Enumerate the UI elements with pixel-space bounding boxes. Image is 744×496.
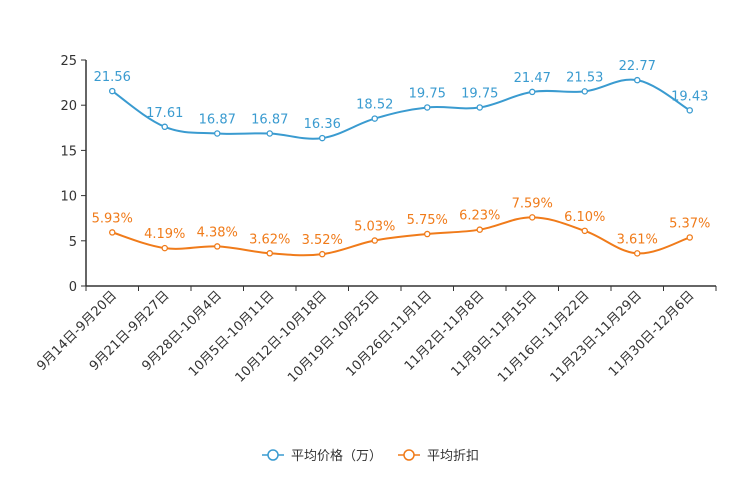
data-point[interactable]	[476, 226, 483, 233]
legend-label: 平均折扣	[427, 449, 479, 464]
data-label: 21.47	[514, 71, 551, 86]
data-point[interactable]	[686, 107, 694, 114]
data-label: 5.37%	[669, 216, 710, 231]
data-point[interactable]	[423, 230, 431, 238]
data-label: 6.23%	[459, 209, 500, 224]
data-label: 3.62%	[249, 232, 290, 247]
data-label: 4.38%	[197, 225, 238, 240]
data-point[interactable]	[109, 229, 116, 236]
data-label: 4.19%	[144, 227, 185, 242]
data-point[interactable]	[476, 104, 483, 111]
y-tick-label: 15	[60, 144, 77, 159]
x-tick-label: 10月19日-10月25日	[285, 288, 382, 385]
data-point[interactable]	[634, 76, 641, 84]
data-label: 5.75%	[407, 213, 448, 228]
data-label: 6.10%	[564, 210, 605, 225]
data-point[interactable]	[266, 250, 273, 257]
data-label: 5.03%	[354, 220, 395, 235]
data-point[interactable]	[371, 237, 378, 244]
x-tick-label: 11月23日-11月29日	[548, 288, 645, 385]
data-label: 5.93%	[92, 211, 133, 226]
y-tick-label: 0	[69, 280, 77, 295]
data-label: 3.52%	[302, 233, 343, 248]
data-label: 22.77	[619, 59, 656, 74]
data-label: 19.75	[409, 86, 446, 101]
data-point[interactable]	[423, 104, 431, 111]
legend-label: 平均价格（万）	[291, 448, 382, 464]
legend-circle-icon	[267, 449, 279, 461]
data-label: 21.56	[94, 70, 131, 85]
data-label: 19.43	[671, 89, 708, 104]
y-tick-label: 25	[60, 54, 77, 69]
data-label: 16.87	[199, 112, 236, 127]
series-line-0[interactable]	[111, 78, 691, 140]
data-point[interactable]	[581, 227, 589, 235]
data-point[interactable]	[161, 123, 168, 131]
data-point[interactable]	[686, 234, 694, 241]
y-tick-label: 5	[69, 235, 77, 250]
data-point[interactable]	[529, 88, 536, 96]
data-point[interactable]	[371, 115, 378, 122]
data-label: 7.59%	[512, 196, 553, 211]
x-tick-label: 11月16日-11月22日	[495, 288, 592, 385]
y-tick-label: 20	[60, 99, 77, 114]
data-point[interactable]	[213, 243, 221, 250]
data-label: 16.87	[251, 112, 288, 127]
legend[interactable]: 平均价格（万） 平均折扣	[262, 448, 479, 464]
data-label: 18.52	[356, 98, 393, 113]
data-labels: 21.56 17.61 16.87 16.87 16.36 18.52 19.75 19.75…	[92, 59, 711, 248]
data-label: 3.61%	[617, 232, 658, 247]
data-point[interactable]	[318, 250, 326, 258]
data-label: 21.53	[566, 70, 603, 85]
legend-item-0[interactable]: 平均价格（万）	[262, 448, 382, 464]
data-point[interactable]	[161, 244, 168, 252]
series-line-1[interactable]	[111, 216, 691, 257]
legend-item-1[interactable]: 平均折扣	[398, 449, 479, 464]
y-tick-label: 10	[60, 190, 77, 205]
data-point[interactable]	[266, 130, 273, 137]
data-point[interactable]	[581, 88, 589, 95]
data-label: 17.61	[146, 106, 183, 121]
legend-circle-icon	[403, 449, 415, 461]
series-group	[109, 76, 694, 258]
data-point[interactable]	[529, 214, 536, 221]
data-point[interactable]	[213, 130, 221, 137]
data-point[interactable]	[318, 134, 326, 142]
data-point[interactable]	[109, 87, 116, 95]
data-label: 16.36	[304, 117, 341, 132]
x-tick-label: 10月12日-10月18日	[233, 288, 330, 385]
data-label: 19.75	[461, 86, 498, 101]
data-point[interactable]	[634, 250, 641, 257]
